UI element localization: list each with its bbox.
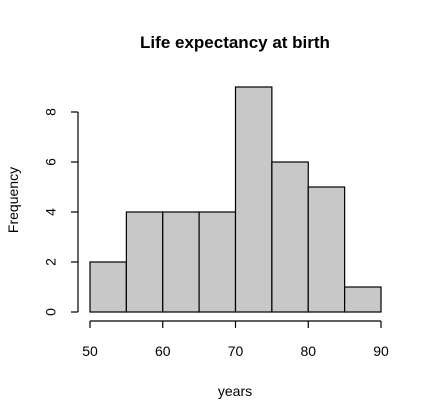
y-tick-label-4: 4 — [43, 208, 59, 216]
y-tick-label-2: 2 — [43, 258, 59, 266]
histogram-bar-75-80 — [271, 161, 309, 313]
histogram-bar-60-65 — [162, 211, 200, 313]
y-tick-label-8: 8 — [43, 108, 59, 116]
histogram-bar-80-85 — [307, 186, 346, 313]
x-tick-label-60: 60 — [155, 343, 171, 359]
x-tick-label-50: 50 — [82, 343, 98, 359]
bars-group — [89, 86, 382, 313]
y-axis-label: Frequency — [5, 167, 21, 233]
histogram-bar-55-60 — [125, 211, 164, 313]
x-tick-label-70: 70 — [228, 343, 244, 359]
y-axis: 0 2 4 6 8 — [43, 108, 79, 316]
histogram-bar-70-75 — [234, 86, 273, 313]
chart-title: Life expectancy at birth — [140, 33, 330, 52]
histogram-bar-85-90 — [344, 286, 382, 313]
x-tick-label-80: 80 — [300, 343, 316, 359]
y-tick-label-0: 0 — [43, 308, 59, 316]
x-axis-label: years — [218, 383, 252, 399]
histogram-bar-65-70 — [198, 211, 237, 313]
y-tick-label-6: 6 — [43, 158, 59, 166]
x-axis: 50 60 70 80 90 — [82, 320, 389, 359]
x-tick-label-90: 90 — [373, 343, 389, 359]
histogram-bar-50-55 — [89, 261, 127, 313]
